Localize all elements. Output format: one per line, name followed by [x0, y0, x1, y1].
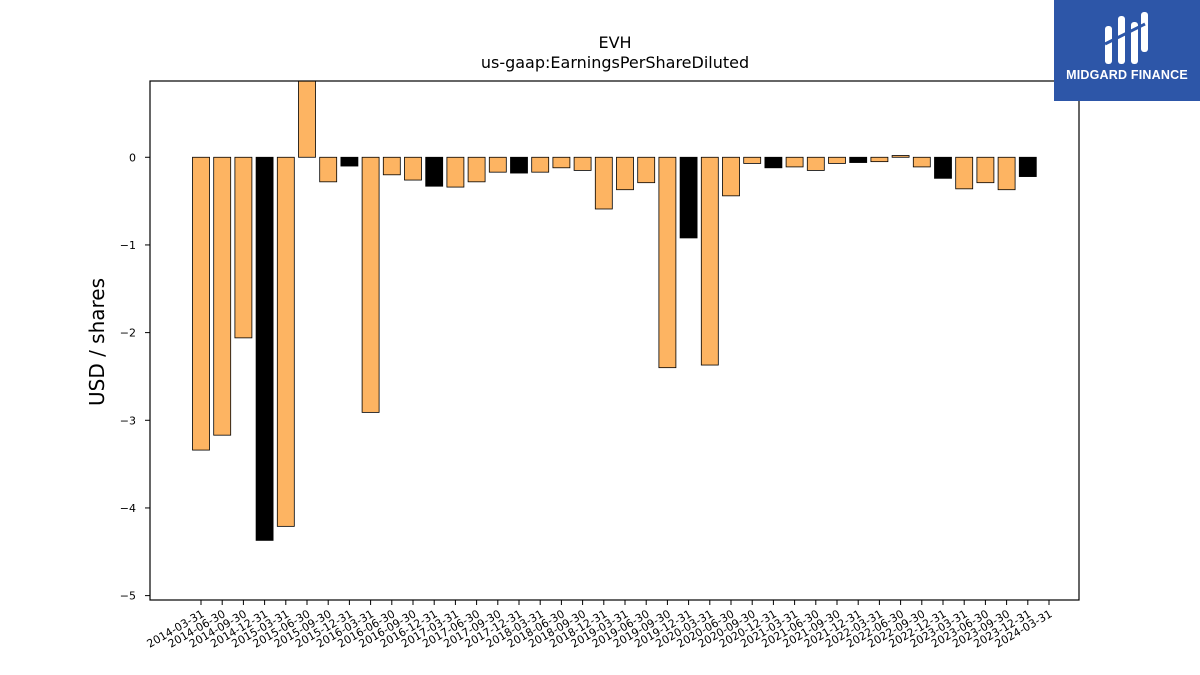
bar-2019-06-30	[637, 156, 656, 184]
bar-2019-12-31	[679, 156, 698, 239]
y-tick-label: −2	[120, 327, 136, 340]
y-tick-label: −4	[120, 502, 136, 515]
bar-2021-09-30	[828, 156, 846, 164]
bar-2015-12-31	[340, 156, 359, 167]
bar-2021-03-31	[785, 156, 804, 168]
bar-2022-12-31	[934, 156, 952, 179]
bar-2018-12-31	[594, 156, 613, 210]
bar-2022-06-30	[891, 155, 910, 158]
bar-2017-06-30	[467, 156, 486, 183]
bars	[192, 80, 1037, 541]
bar-2020-12-31	[764, 156, 783, 169]
bar-2017-03-31	[446, 156, 465, 188]
x-ticks: 2014-03-312014-06-302014-09-302014-12-31…	[145, 600, 1055, 651]
y-tick-label: 0	[129, 151, 136, 164]
bar-2016-06-30	[382, 156, 401, 176]
y-axis-label: USD / shares	[85, 278, 109, 406]
bar-2022-03-31	[870, 156, 889, 163]
brand-mark-icon	[1104, 12, 1148, 64]
chart-subtitle: us-gaap:EarningsPerShareDiluted	[481, 53, 749, 72]
brand-logo: MIDGARD FINANCE	[1054, 0, 1200, 101]
y-tick-label: −5	[120, 590, 136, 603]
chart-title: EVH	[598, 33, 631, 52]
y-tick-label: −1	[120, 239, 136, 252]
bar-2018-09-30	[573, 156, 592, 171]
bar-2017-09-30	[488, 156, 507, 173]
bar-2023-12-31	[1018, 156, 1037, 177]
bar-2021-06-30	[806, 156, 825, 171]
bar-2023-06-30	[976, 156, 995, 184]
bar-2014-12-31	[255, 156, 274, 541]
bar-2023-09-30	[997, 156, 1016, 191]
bar-2016-09-30	[404, 156, 422, 181]
bar-2023-03-31	[955, 156, 974, 190]
y-tick-label: −3	[120, 414, 136, 427]
bar-2015-06-30	[298, 80, 316, 158]
bar-2020-03-31	[700, 156, 719, 366]
bar-2018-06-30	[552, 156, 571, 169]
bar-2016-12-31	[425, 156, 444, 187]
y-ticks: 0 −1 −2 −3 −4 −5	[120, 151, 150, 603]
bar-2021-12-31	[849, 156, 868, 163]
bar-2014-03-31	[192, 156, 210, 451]
bar-2017-12-31	[510, 156, 528, 174]
bar-2015-03-31	[276, 156, 295, 527]
bar-2019-03-31	[616, 156, 634, 191]
bar-2019-09-30	[658, 156, 677, 369]
bar-2015-09-30	[319, 156, 338, 183]
bar-2022-09-30	[912, 156, 931, 168]
bar-2020-09-30	[743, 156, 762, 164]
bar-2020-06-30	[722, 156, 740, 197]
bar-2018-03-31	[531, 156, 550, 173]
bar-2014-09-30	[234, 156, 253, 339]
bar-2016-03-31	[361, 156, 380, 413]
brand-name: MIDGARD FINANCE	[1066, 68, 1188, 82]
bar-2014-06-30	[213, 156, 232, 436]
plot-frame	[149, 80, 1080, 601]
